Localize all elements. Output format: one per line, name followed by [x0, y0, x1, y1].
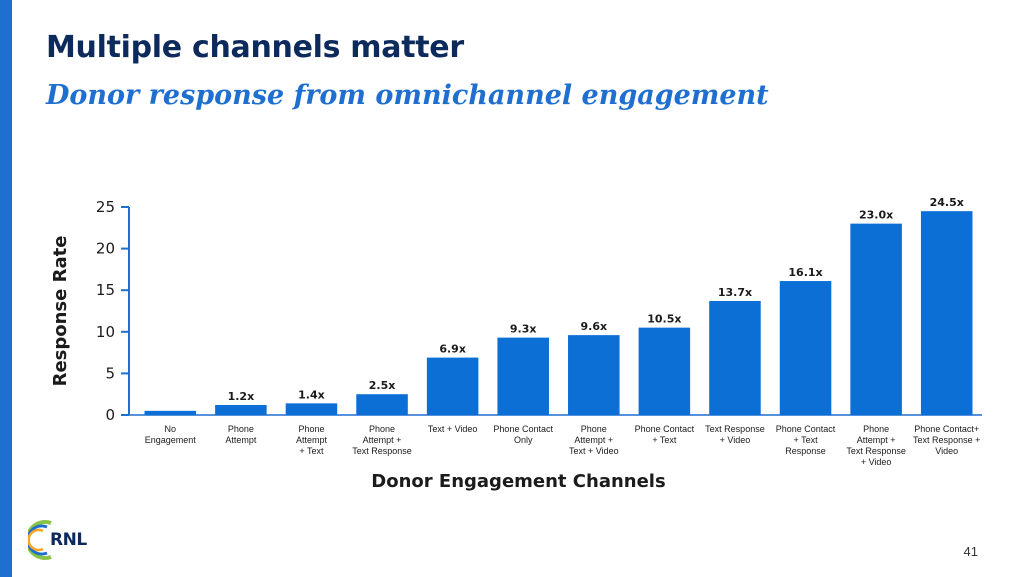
x-tick-label: Phone [369, 424, 395, 434]
y-tick-label: 0 [105, 406, 115, 424]
bar [709, 301, 761, 415]
bar [568, 335, 620, 415]
x-tick-label: Attempt + [857, 435, 896, 445]
bar-value-label: 13.7x [718, 286, 752, 299]
bar [426, 357, 479, 415]
y-tick-label: 15 [96, 281, 115, 299]
page-number: 41 [963, 544, 978, 559]
x-tick-label: Text + Video [428, 424, 478, 434]
logo-icon [25, 520, 52, 560]
slide-title: Multiple channels matter [46, 30, 464, 65]
x-tick-label: Phone Contact [776, 424, 836, 434]
bar [779, 281, 832, 415]
rnl-logo: RNL [25, 517, 98, 563]
x-tick-label: Engagement [145, 435, 197, 445]
x-tick-label: Attempt + [363, 435, 402, 445]
bar [285, 403, 338, 415]
bar-value-label: 24.5x [930, 196, 964, 209]
x-tick-label: Attempt + [574, 435, 613, 445]
y-tick-label: 5 [105, 364, 115, 382]
x-tick-label: Text Response + [913, 435, 980, 445]
x-tick-label: Video [935, 446, 958, 456]
x-tick-label: Phone Contact+ [914, 424, 979, 434]
bar-value-label: 16.1x [788, 266, 822, 279]
x-tick-label: + Text [793, 435, 818, 445]
x-tick-label: Text Response [705, 424, 765, 434]
x-tick-label: Response [785, 446, 826, 456]
accent-bar [0, 0, 12, 577]
slide-subtitle: Donor response from omnichannel engageme… [46, 80, 769, 111]
bar-value-label: 9.3x [510, 323, 537, 336]
bar-value-label: 6.9x [439, 343, 466, 356]
bar-value-label: 10.5x [647, 313, 681, 326]
x-tick-label: + Video [861, 457, 892, 467]
bar [144, 410, 197, 415]
x-tick-label: Phone [298, 424, 324, 434]
x-tick-label: Text + Video [569, 446, 619, 456]
bar-value-label: 1.2x [228, 390, 255, 403]
x-tick-label: + Text [299, 446, 324, 456]
bar [920, 211, 973, 415]
bar-value-label: 1.4x [298, 388, 325, 401]
x-tick-label: Phone [228, 424, 254, 434]
bar-value-label: 23.0x [859, 209, 893, 222]
x-tick-label: + Video [720, 435, 751, 445]
x-axis-title: Donor Engagement Channels [371, 471, 665, 492]
bar [215, 405, 267, 415]
bar-value-label: 2.5x [369, 379, 396, 392]
x-tick-label: Attempt [296, 435, 328, 445]
x-tick-label: Attempt [225, 435, 257, 445]
x-tick-label: Text Response [846, 446, 906, 456]
bar [638, 327, 691, 415]
x-tick-label: + Text [652, 435, 677, 445]
logo-text: RNL [50, 530, 87, 550]
bar-value-label: 9.6x [580, 320, 607, 333]
y-tick-label: 10 [96, 323, 115, 341]
y-tick-label: 25 [96, 198, 115, 216]
x-tick-label: Text Response [352, 446, 412, 456]
bar [850, 223, 902, 415]
x-tick-label: No [165, 424, 177, 434]
x-tick-label: Phone Contact [493, 424, 553, 434]
x-tick-label: Only [514, 435, 533, 445]
x-tick-label: Phone [581, 424, 607, 434]
bar [497, 337, 549, 415]
bar [356, 394, 408, 415]
x-tick-label: Phone Contact [635, 424, 695, 434]
x-tick-label: Phone [863, 424, 889, 434]
y-axis-title: Response Rate [50, 236, 71, 387]
y-tick-label: 20 [96, 240, 115, 258]
